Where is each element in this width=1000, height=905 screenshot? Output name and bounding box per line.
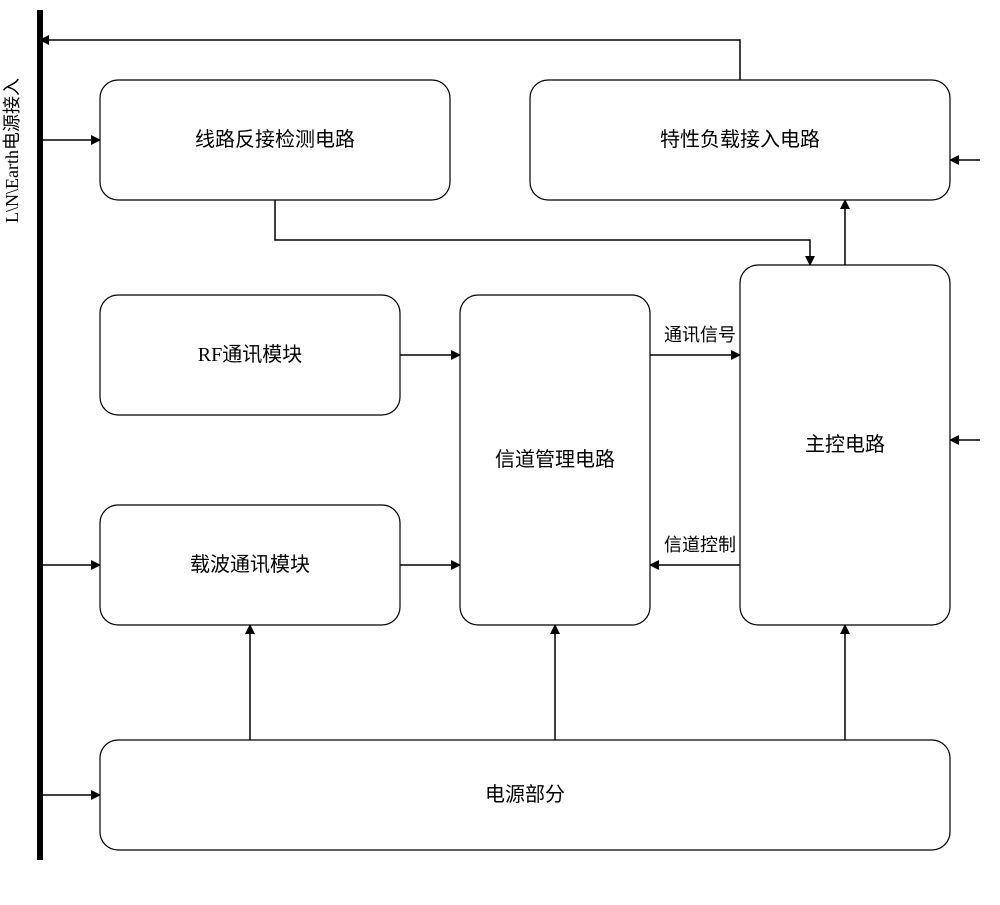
node-label-carrier: 载波通讯模块 xyxy=(190,553,310,576)
edge-charload_to_bus xyxy=(40,40,740,80)
edge-label-channel_to_main: 通讯信号 xyxy=(664,325,736,345)
node-label-reverse_detect: 线路反接检测电路 xyxy=(195,128,355,151)
node-label-char_load: 特性负载接入电路 xyxy=(660,128,820,151)
edge-reverse_to_main xyxy=(275,200,810,265)
edge-label-main_to_channel: 信道控制 xyxy=(664,535,736,555)
node-label-main_ctrl: 主控电路 xyxy=(805,433,885,456)
node-label-rf: RF通讯模块 xyxy=(198,343,302,366)
node-label-power: 电源部分 xyxy=(485,783,565,806)
bus-label: L\N\Earth电源接入 xyxy=(2,78,22,223)
node-label-channel_mgr: 信道管理电路 xyxy=(495,448,615,471)
